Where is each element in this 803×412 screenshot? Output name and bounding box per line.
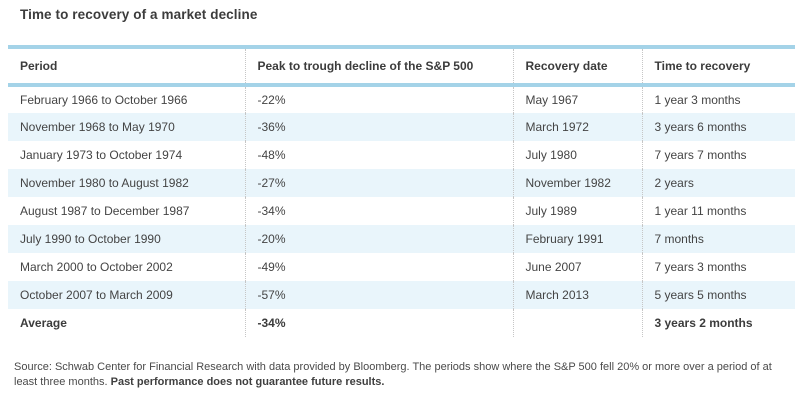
column-header-time-to-recovery: Time to recovery bbox=[641, 45, 795, 87]
cell-period: November 1968 to May 1970 bbox=[8, 113, 245, 141]
cell-period: March 2000 to October 2002 bbox=[20, 260, 173, 274]
table-row: March 2000 to October 2002 -49% June 200… bbox=[8, 253, 795, 281]
column-header-period: Period bbox=[8, 45, 245, 87]
page-title: Time to recovery of a market decline bbox=[20, 7, 258, 22]
cell-time-to-recovery: 7 years 3 months bbox=[641, 253, 795, 281]
cell-recovery-date: March 2013 bbox=[512, 281, 642, 309]
cell-decline: -27% bbox=[244, 169, 513, 197]
cell-recovery-date: June 2007 bbox=[512, 253, 642, 281]
cell-decline: -20% bbox=[244, 225, 513, 253]
table-row: July 1990 to October 1990 -20% February … bbox=[8, 225, 795, 253]
cell-time-to-recovery: 1 year 11 months bbox=[641, 197, 795, 225]
cell-period: February 1966 to October 1966 bbox=[20, 93, 188, 107]
cell-time-to-recovery: 7 years 7 months bbox=[641, 141, 795, 169]
table-row: November 1980 to August 1982 -27% Novemb… bbox=[8, 169, 795, 197]
cell-recovery-date: July 1989 bbox=[512, 197, 642, 225]
cell-time-to-recovery: 7 months bbox=[641, 225, 795, 253]
table-header-row: Period Peak to trough decline of the S&P… bbox=[8, 45, 795, 87]
source-text: Source: Schwab Center for Financial Rese… bbox=[14, 361, 772, 388]
cell-decline: -57% bbox=[244, 281, 513, 309]
cell-decline: -36% bbox=[244, 113, 513, 141]
cell-decline: -34% bbox=[244, 197, 513, 225]
column-header-decline: Peak to trough decline of the S&P 500 bbox=[244, 45, 513, 87]
cell-time-to-recovery: 1 year 3 months bbox=[641, 85, 795, 113]
table-summary-row: Average -34% 3 years 2 months bbox=[8, 309, 795, 337]
cell-average-label: Average bbox=[20, 316, 67, 330]
table-row: January 1973 to October 1974 -48% July 1… bbox=[8, 141, 795, 169]
cell-time-to-recovery: 5 years 5 months bbox=[641, 281, 795, 309]
cell-period: November 1980 to August 1982 bbox=[8, 169, 245, 197]
source-note: Source: Schwab Center for Financial Rese… bbox=[14, 360, 778, 390]
cell-period: July 1990 to October 1990 bbox=[8, 225, 245, 253]
cell-average-time-to-recovery: 3 years 2 months bbox=[641, 309, 795, 337]
table-row: November 1968 to May 1970 -36% March 197… bbox=[8, 113, 795, 141]
cell-decline: -48% bbox=[244, 141, 513, 169]
cell-period: October 2007 to March 2009 bbox=[8, 281, 245, 309]
cell-recovery-date: November 1982 bbox=[512, 169, 642, 197]
cell-period: January 1973 to October 1974 bbox=[20, 148, 183, 162]
disclaimer-text: Past performance does not guarantee futu… bbox=[110, 376, 385, 388]
cell-time-to-recovery: 2 years bbox=[641, 169, 795, 197]
cell-average-recovery-date bbox=[512, 309, 642, 337]
table-row: October 2007 to March 2009 -57% March 20… bbox=[8, 281, 795, 309]
cell-period: August 1987 to December 1987 bbox=[20, 204, 190, 218]
cell-decline: -22% bbox=[244, 85, 513, 113]
table-row: February 1966 to October 1966 -22% May 1… bbox=[8, 85, 795, 113]
recovery-table: Period Peak to trough decline of the S&P… bbox=[8, 45, 795, 337]
cell-recovery-date: May 1967 bbox=[512, 85, 642, 113]
cell-recovery-date: March 1972 bbox=[512, 113, 642, 141]
cell-recovery-date: July 1980 bbox=[512, 141, 642, 169]
cell-decline: -49% bbox=[244, 253, 513, 281]
cell-average-decline: -34% bbox=[244, 309, 513, 337]
table-row: August 1987 to December 1987 -34% July 1… bbox=[8, 197, 795, 225]
cell-recovery-date: February 1991 bbox=[512, 225, 642, 253]
column-header-recovery-date: Recovery date bbox=[512, 45, 642, 87]
cell-time-to-recovery: 3 years 6 months bbox=[641, 113, 795, 141]
